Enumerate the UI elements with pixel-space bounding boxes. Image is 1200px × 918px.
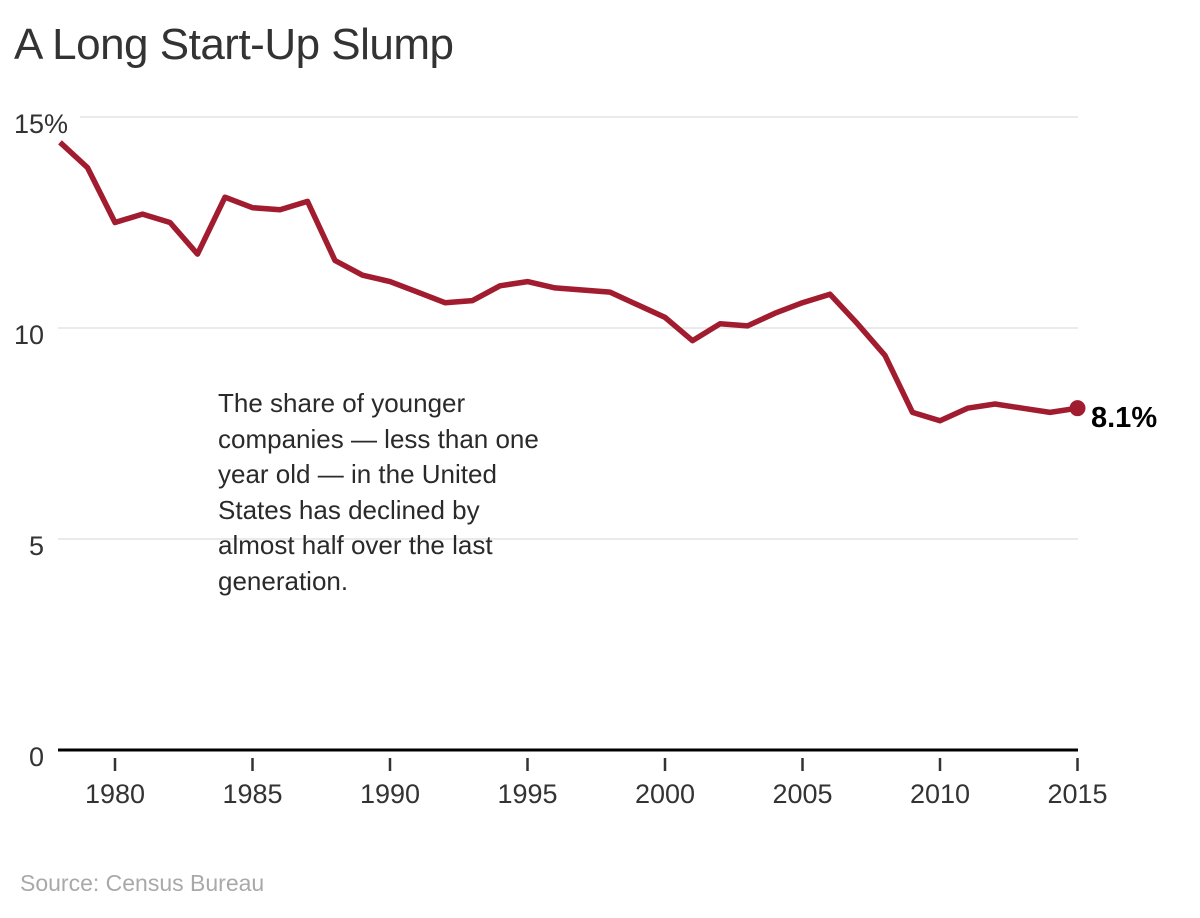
y-tick-label: 0: [29, 742, 44, 772]
annotation-line: companies — less than one: [218, 423, 539, 454]
x-tick-label: 1985: [222, 779, 282, 809]
x-tick-label: 2010: [910, 779, 970, 809]
annotation-line: generation.: [218, 565, 349, 596]
y-tick-label: 5: [29, 531, 44, 561]
axis-group: 1980 1985 1990 1995 2000 2005 2010 2015: [58, 748, 1108, 809]
annotation-line: year old — in the United: [218, 459, 497, 489]
trend-line: [58, 140, 1078, 424]
annotation-line: The share of younger: [218, 388, 466, 418]
x-tick-label: 1990: [360, 779, 420, 809]
x-tick-label: 1980: [85, 779, 145, 809]
y-tick-label: 15%: [14, 109, 68, 139]
end-value-label: 8.1%: [1091, 402, 1158, 434]
y-tick-label: 10: [14, 320, 44, 350]
source-credit: Source: Census Bureau: [20, 870, 265, 896]
x-tick-label: 2000: [635, 779, 695, 809]
end-point-dot: [1069, 400, 1086, 417]
x-tick-label: 2015: [1047, 779, 1107, 809]
annotation-line: States has declined by: [218, 494, 480, 525]
chart-title: A Long Start-Up Slump: [14, 20, 454, 69]
x-tick-label: 2005: [772, 779, 832, 809]
chart-annotation: The share of younger companies — less tha…: [218, 386, 539, 599]
gridlines-group: 15% 10 5 0: [14, 109, 1078, 772]
x-tick-label: 1995: [497, 779, 557, 809]
annotation-line: almost half over the last: [218, 530, 493, 560]
data-series-group: [58, 140, 1086, 424]
